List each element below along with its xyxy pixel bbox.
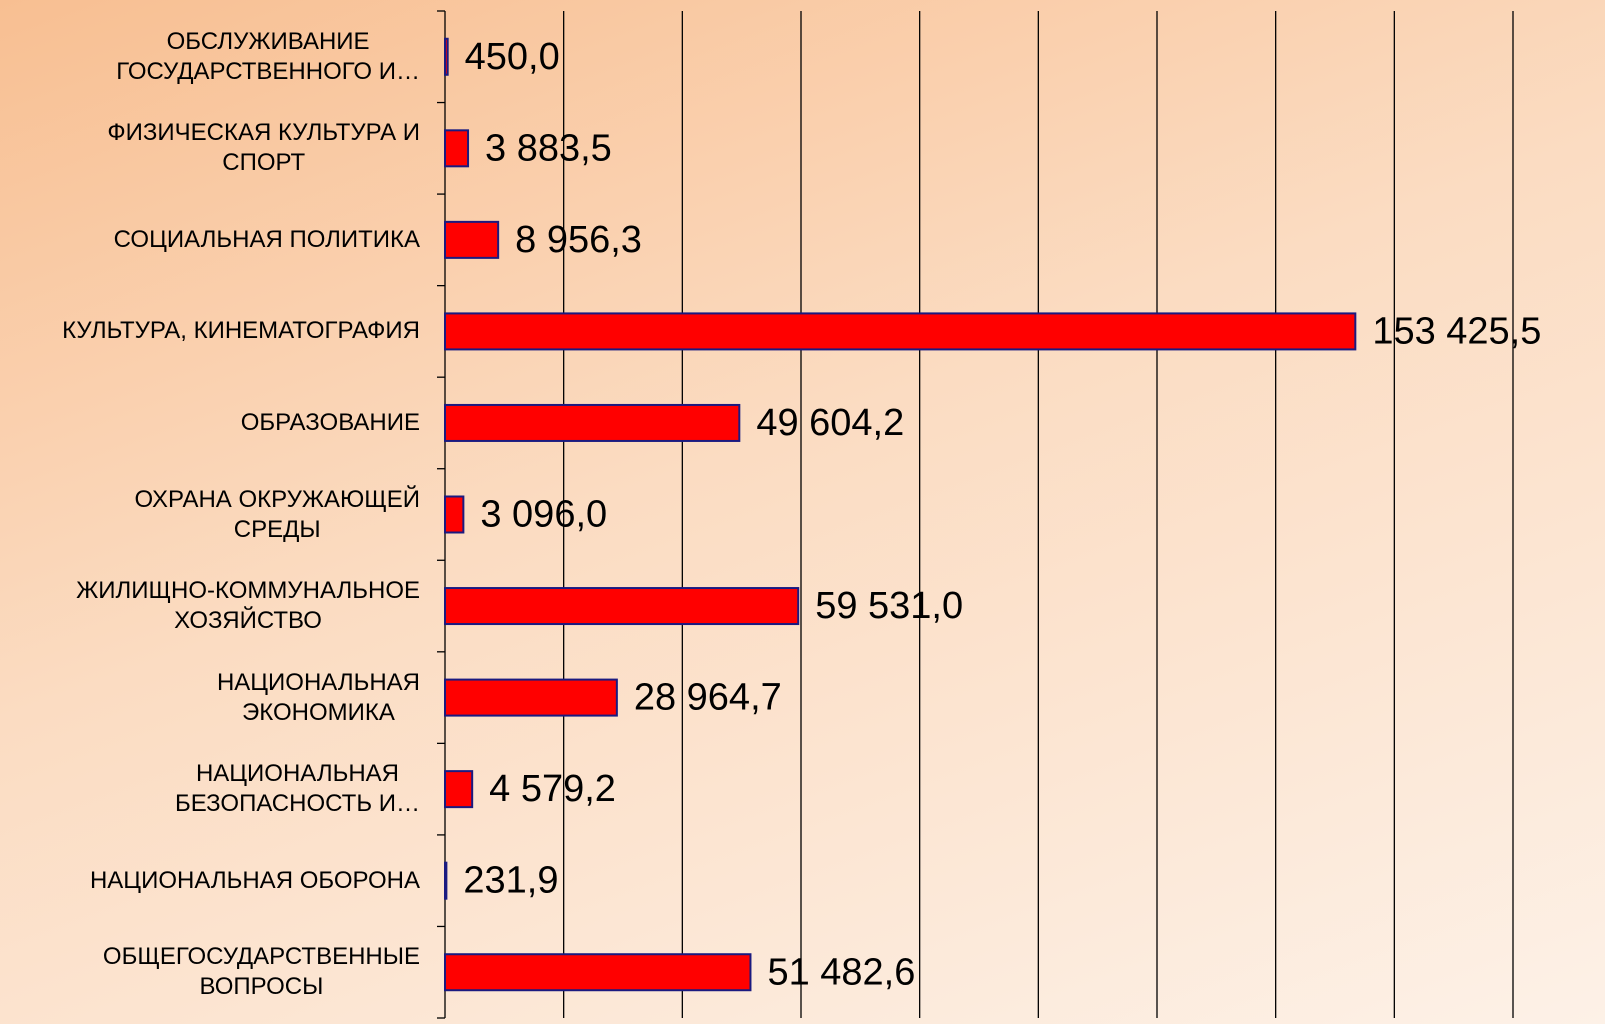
category-label: ОБЩЕГОСУДАРСТВЕННЫЕ ВОПРОСЫ — [102, 943, 420, 1001]
category-label: ЖИЛИЩНО-КОММУНАЛЬНОЕ ХОЗЯЙСТВО — [76, 577, 420, 635]
bar — [444, 403, 741, 442]
bar — [444, 220, 500, 259]
value-label: 59 531,0 — [815, 585, 963, 627]
bar — [444, 770, 474, 809]
bar — [444, 495, 465, 534]
category-label: ОБСЛУЖИВАНИЕ ГОСУДАРСТВЕННОГО И… — [116, 27, 420, 85]
bar — [444, 861, 448, 900]
value-label: 3 096,0 — [480, 494, 607, 536]
bar — [444, 312, 1357, 351]
bar — [444, 678, 618, 717]
value-label: 231,9 — [463, 860, 558, 902]
category-label: ОБРАЗОВАНИЕ — [240, 408, 420, 436]
category-label: НАЦИОНАЛЬНАЯ ЭКОНОМИКА — [216, 668, 420, 726]
bar — [444, 129, 470, 168]
category-label: ФИЗИЧЕСКАЯ КУЛЬТУРА И СПОРТ — [107, 119, 420, 177]
bar — [444, 953, 752, 992]
category-label: ОХРАНА ОКРУЖАЮЩЕЙ СРЕДЫ — [134, 485, 420, 543]
category-label: НАЦИОНАЛЬНАЯ ОБОРОНА — [89, 866, 420, 894]
category-label: НАЦИОНАЛЬНАЯ БЕЗОПАСНОСТЬ И… — [174, 760, 420, 818]
value-label: 3 883,5 — [485, 127, 612, 169]
value-label: 153 425,5 — [1372, 310, 1541, 352]
category-label: СОЦИАЛЬНАЯ ПОЛИТИКА — [113, 225, 420, 253]
bar — [444, 37, 449, 76]
value-label: 450,0 — [465, 36, 560, 78]
bar — [444, 587, 800, 626]
value-label: 28 964,7 — [634, 677, 782, 719]
value-label: 49 604,2 — [756, 402, 904, 444]
value-label: 4 579,2 — [489, 768, 616, 810]
value-label: 8 956,3 — [515, 219, 642, 261]
value-label: 51 482,6 — [767, 951, 915, 993]
category-label: КУЛЬТУРА, КИНЕМАТОГРАФИЯ — [62, 317, 420, 345]
